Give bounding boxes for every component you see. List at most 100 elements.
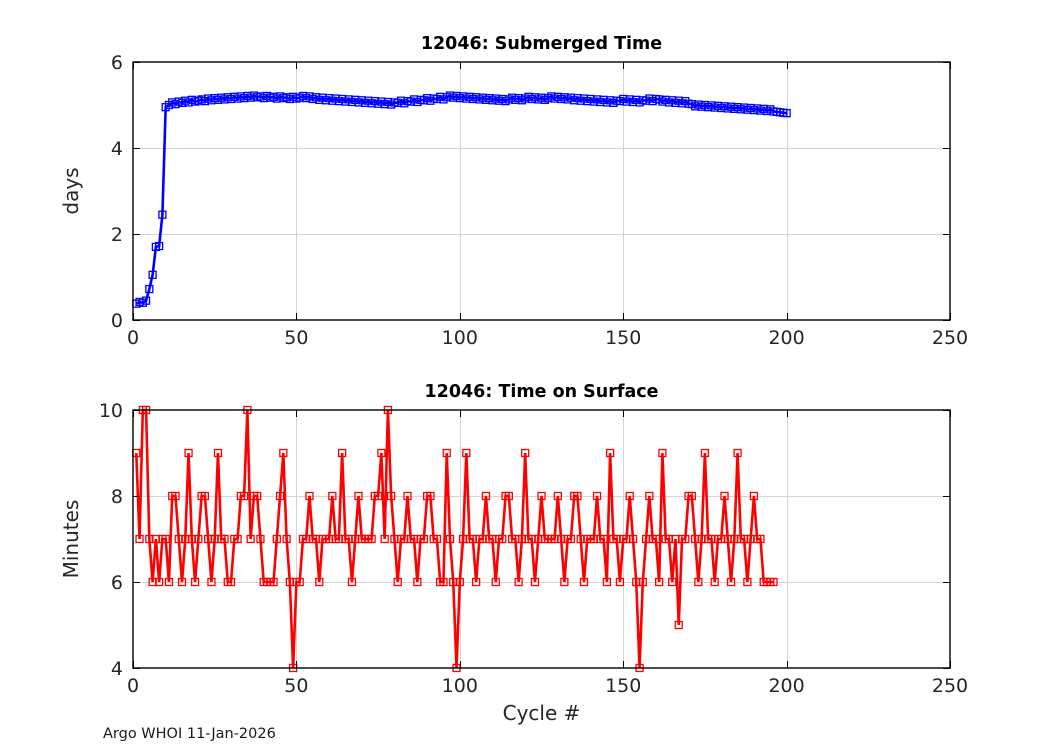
bottom-chart-title: 12046: Time on Surface bbox=[424, 382, 658, 402]
data-point-marker bbox=[674, 620, 683, 630]
data-point-marker bbox=[521, 448, 530, 458]
data-point-marker bbox=[553, 491, 562, 501]
data-point-marker bbox=[190, 577, 200, 587]
top-tickmarks bbox=[132, 61, 952, 322]
data-point-marker bbox=[419, 534, 429, 544]
data-point-marker bbox=[253, 491, 262, 501]
data-point-marker bbox=[184, 448, 193, 458]
data-point-marker bbox=[148, 270, 157, 280]
data-point-marker bbox=[213, 448, 223, 458]
data-point-marker bbox=[756, 534, 765, 544]
data-point-marker bbox=[445, 534, 455, 544]
bottom-axes-box bbox=[132, 409, 951, 669]
data-point-marker bbox=[573, 491, 582, 501]
data-point-marker bbox=[272, 534, 281, 544]
data-point-marker bbox=[694, 577, 703, 587]
data-point-marker bbox=[275, 491, 285, 501]
data-point-marker bbox=[315, 577, 324, 587]
series-markers bbox=[132, 405, 778, 673]
data-point-marker bbox=[560, 577, 569, 587]
y-tick-label: 4 bbox=[111, 138, 123, 160]
x-tick-label: 0 bbox=[127, 327, 139, 349]
data-point-marker bbox=[161, 534, 170, 544]
panel-time-on-surface: 0 50 100 150 200 250 4 6 8 10 12046: Time on Sur… bbox=[59, 382, 968, 725]
data-point-marker bbox=[782, 109, 791, 118]
x-tick-label: 50 bbox=[284, 327, 308, 349]
data-point-marker bbox=[439, 577, 448, 587]
top-axes-box bbox=[132, 61, 951, 321]
data-point-marker bbox=[171, 491, 180, 501]
x-tick-label: 250 bbox=[932, 327, 968, 349]
data-point-marker bbox=[628, 534, 638, 544]
data-point-marker bbox=[615, 577, 625, 587]
data-point-marker bbox=[220, 534, 229, 544]
data-point-marker bbox=[769, 577, 778, 587]
data-point-marker bbox=[599, 534, 608, 544]
x-tick-label: 200 bbox=[768, 675, 804, 697]
data-point-marker bbox=[403, 491, 412, 501]
data-point-marker bbox=[638, 577, 647, 587]
y-tick-label: 10 bbox=[99, 400, 123, 422]
data-point-marker bbox=[651, 534, 661, 544]
data-point-marker bbox=[154, 241, 164, 251]
data-point-marker bbox=[279, 448, 288, 458]
data-point-marker bbox=[393, 577, 402, 587]
data-point-marker bbox=[141, 296, 151, 305]
data-point-marker bbox=[530, 577, 540, 587]
data-point-marker bbox=[367, 534, 376, 544]
data-point-marker bbox=[658, 448, 667, 458]
top-x-tick-labels: 0 50 100 150 200 250 bbox=[127, 327, 968, 349]
data-point-marker bbox=[194, 534, 203, 544]
data-point-marker bbox=[164, 577, 174, 587]
data-point-marker bbox=[347, 577, 357, 587]
data-point-marker bbox=[605, 448, 615, 458]
bottom-y-tick-labels: 4 6 8 10 bbox=[99, 400, 123, 680]
data-point-marker bbox=[282, 534, 291, 544]
data-point-marker bbox=[749, 491, 759, 501]
data-point-marker bbox=[200, 491, 210, 501]
data-point-marker bbox=[256, 534, 265, 544]
data-point-marker bbox=[269, 577, 278, 587]
data-point-marker bbox=[537, 491, 546, 501]
data-point-marker bbox=[625, 491, 634, 501]
data-point-marker bbox=[239, 491, 249, 501]
x-tick-label: 50 bbox=[284, 675, 308, 697]
top-y-axis-label: days bbox=[59, 167, 83, 214]
data-point-marker bbox=[491, 577, 500, 587]
data-point-marker bbox=[442, 448, 451, 458]
y-tick-label: 6 bbox=[111, 572, 123, 594]
x-tick-label: 100 bbox=[442, 675, 478, 697]
data-point-marker bbox=[602, 577, 612, 587]
bottom-series-group bbox=[132, 405, 778, 673]
data-point-marker bbox=[158, 210, 167, 219]
data-point-marker bbox=[380, 534, 389, 544]
data-point-marker bbox=[481, 491, 491, 501]
data-point-marker bbox=[154, 577, 164, 587]
data-point-marker bbox=[566, 534, 576, 544]
x-tick-label: 150 bbox=[605, 675, 641, 697]
y-tick-label: 6 bbox=[111, 52, 123, 74]
data-point-marker bbox=[514, 577, 523, 587]
data-point-marker bbox=[668, 577, 677, 587]
panel-submerged-time: 0 50 100 150 200 250 0 2 4 6 12046: Submerged Ti… bbox=[59, 34, 968, 349]
data-point-marker bbox=[655, 577, 664, 587]
data-point-marker bbox=[246, 534, 255, 544]
y-tick-label: 0 bbox=[111, 310, 123, 332]
data-point-marker bbox=[373, 491, 383, 501]
data-point-marker bbox=[710, 577, 719, 587]
data-point-marker bbox=[498, 534, 507, 544]
data-point-marker bbox=[233, 534, 242, 544]
data-point-marker bbox=[592, 491, 602, 501]
y-tick-label: 4 bbox=[111, 658, 123, 680]
data-point-marker bbox=[432, 534, 442, 544]
x-tick-label: 0 bbox=[127, 675, 139, 697]
data-point-marker bbox=[337, 448, 347, 458]
data-point-marker bbox=[733, 448, 742, 458]
data-point-marker bbox=[207, 577, 216, 587]
data-point-marker bbox=[226, 577, 236, 587]
data-point-marker bbox=[377, 448, 386, 458]
top-series-group bbox=[132, 91, 791, 308]
